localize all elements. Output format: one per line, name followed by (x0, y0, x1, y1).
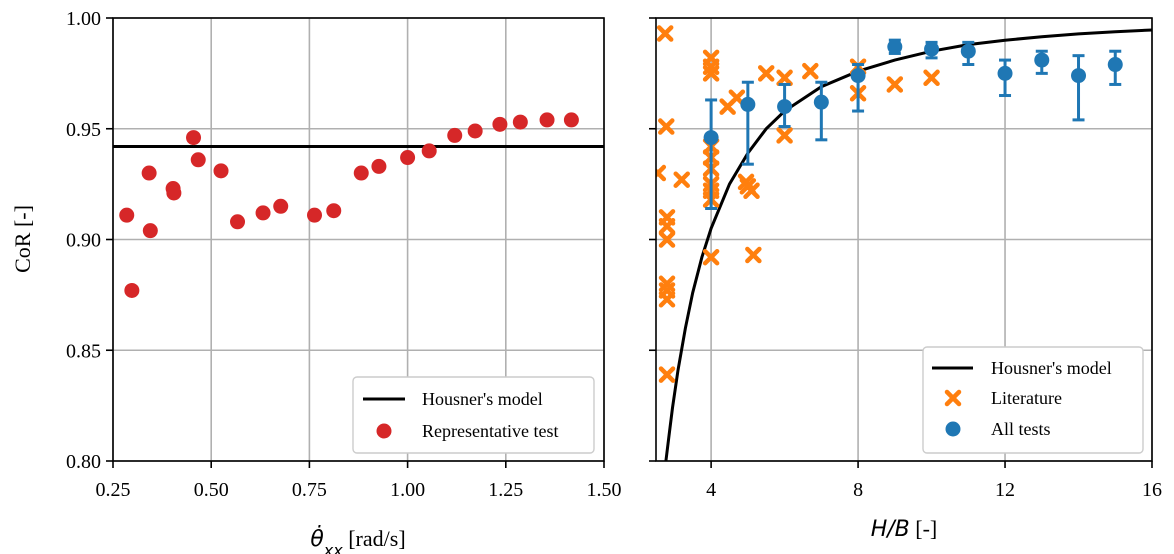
left-ytick-label: 0.85 (66, 340, 101, 362)
representative-test-point (353, 165, 369, 181)
left-xtick-label: 0.50 (194, 479, 229, 501)
representative-test-point (119, 207, 135, 223)
representative-test-point (141, 165, 157, 181)
representative-test-point (421, 143, 437, 159)
literature-point (658, 291, 676, 308)
left-x-axis-symbol: θ̇ (310, 525, 324, 552)
left-x-axis-subscript: xx (323, 541, 343, 554)
all-tests-point (997, 65, 1013, 81)
right-xtick-label: 16 (1142, 479, 1162, 501)
right-legend-literature-label: Literature (991, 388, 1062, 408)
literature-point (745, 246, 762, 264)
all-tests-point (850, 68, 866, 84)
left-xtick-label: 1.00 (390, 479, 425, 501)
left-ytick-label: 1.00 (66, 8, 101, 30)
left-series-group (113, 112, 604, 298)
representative-test-point (142, 223, 158, 239)
left-xtick-label: 1.25 (488, 479, 523, 501)
representative-test-point (563, 112, 579, 128)
left-ytick-label: 0.95 (66, 119, 101, 141)
all-tests-point (703, 130, 719, 146)
right-xtick-label: 8 (853, 479, 863, 501)
all-tests-point (777, 99, 793, 115)
left-legend-representative-label: Representative test (422, 421, 558, 441)
right-legend-housner-label: Housner's model (991, 358, 1112, 378)
housner-model-curve (664, 28, 1152, 461)
representative-test-point (124, 282, 140, 298)
representative-test-point (326, 203, 342, 219)
right-legend-all-tests-swatch (945, 421, 961, 437)
right-legend-literature-swatch (944, 389, 962, 407)
left-xtick-label: 0.75 (292, 479, 327, 501)
left-x-axis-unit: [rad/s] (343, 526, 406, 551)
left-chart-panel: 0.80 0.85 0.90 0.95 1.00 0.25 0.50 0.75 1.00 1.25… (10, 8, 622, 554)
left-legend-housner-label: Housner's model (422, 389, 543, 409)
representative-test-point (307, 207, 323, 223)
representative-test-point (230, 214, 246, 230)
literature-point (658, 217, 676, 235)
left-legend-box (352, 376, 595, 454)
literature-point (802, 62, 819, 80)
right-x-axis-unit: [-] (910, 516, 937, 541)
representative-test-point (539, 112, 555, 128)
left-x-axis-label: θ̇xx [rad/s] (310, 525, 405, 554)
right-xtick-label: 4 (706, 479, 716, 501)
representative-test-point (166, 185, 182, 201)
all-tests-point (813, 94, 829, 110)
representative-test-point (400, 150, 416, 166)
right-series-group (656, 25, 1152, 461)
representative-test-point (213, 163, 229, 179)
literature-point (743, 182, 760, 200)
left-legend: Housner's model Representative test (352, 376, 595, 454)
literature-point (776, 69, 793, 87)
literature-point (923, 69, 940, 87)
representative-test-point (467, 123, 483, 139)
left-ytick-label: 0.80 (66, 451, 101, 473)
all-tests-point (1034, 52, 1050, 68)
representative-test-point (512, 114, 528, 130)
literature-point (656, 25, 674, 42)
literature-point (776, 127, 793, 144)
left-legend-representative-swatch (376, 423, 392, 439)
right-plot-area (656, 25, 1152, 461)
all-tests-point (740, 96, 756, 112)
right-legend-all-tests-label: All tests (991, 419, 1051, 439)
literature-point (886, 76, 904, 93)
literature-point (658, 366, 676, 383)
representative-test-point (186, 130, 202, 146)
representative-test-point (371, 158, 387, 174)
left-plot-area (113, 112, 604, 298)
representative-test-point (190, 152, 206, 168)
all-tests-point (924, 41, 940, 57)
all-tests-point (960, 43, 976, 59)
representative-test-point (273, 198, 289, 214)
right-ticks: 4 8 12 16 (649, 17, 1162, 501)
representative-test-point (492, 116, 508, 132)
left-ticks: 0.80 0.85 0.90 0.95 1.00 0.25 0.50 0.75 1.00 1.25… (66, 8, 622, 501)
right-legend: Housner's model Literature All tests (922, 346, 1144, 454)
literature-point (658, 118, 675, 135)
all-tests-point (1071, 68, 1087, 84)
right-x-axis-symbol: H/B (871, 517, 910, 542)
representative-test-point (255, 205, 271, 221)
right-legend-box (922, 346, 1144, 454)
literature-point (728, 89, 746, 106)
literature-point (702, 65, 720, 82)
literature-point (673, 171, 690, 188)
representative-test-point (447, 127, 463, 143)
right-chart-panel: 4 8 12 16 H/B [-] Housner's model Literatur… (649, 17, 1162, 542)
all-tests-point (1107, 57, 1123, 73)
left-xtick-label: 0.25 (96, 479, 131, 501)
left-ytick-label: 0.90 (66, 230, 101, 252)
right-x-axis-label: H/B [-] (871, 516, 938, 542)
right-xtick-label: 12 (995, 479, 1015, 501)
literature-point (702, 248, 720, 266)
literature-point (656, 164, 667, 182)
left-y-axis-label: CoR [-] (10, 205, 35, 273)
literature-point (658, 231, 676, 248)
left-xtick-label: 1.50 (587, 479, 622, 501)
literature-point (757, 65, 775, 82)
all-tests-point (887, 39, 903, 55)
